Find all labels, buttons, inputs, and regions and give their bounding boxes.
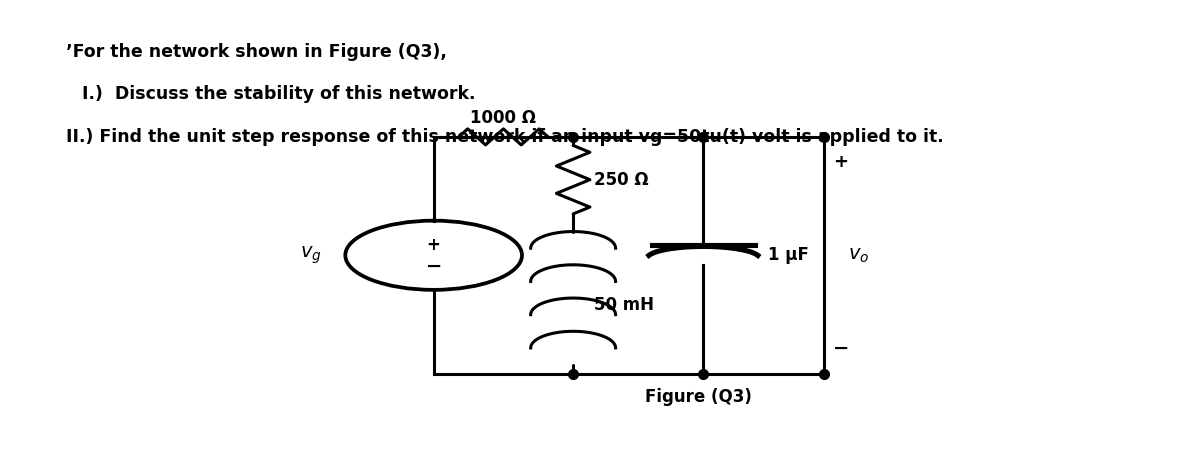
Text: Figure (Q3): Figure (Q3) <box>646 388 752 406</box>
Text: 1 μF: 1 μF <box>768 246 809 264</box>
Text: $v_o$: $v_o$ <box>847 246 869 265</box>
Text: 250 Ω: 250 Ω <box>594 171 648 189</box>
Text: $v_g$: $v_g$ <box>300 245 322 266</box>
Text: 1000 Ω: 1000 Ω <box>470 109 536 127</box>
Text: 50 mH: 50 mH <box>594 296 654 315</box>
Text: +: + <box>834 153 848 171</box>
Text: I.)  Discuss the stability of this network.: I.) Discuss the stability of this networ… <box>82 85 475 103</box>
Text: −: − <box>426 257 442 276</box>
Text: II.) Find the unit step response of this network if an input vg=50tu(t) volt is : II.) Find the unit step response of this… <box>66 128 943 146</box>
Text: −: − <box>833 339 850 358</box>
Text: ʼFor the network shown in Figure (Q3),: ʼFor the network shown in Figure (Q3), <box>66 43 446 61</box>
Text: +: + <box>427 236 440 254</box>
